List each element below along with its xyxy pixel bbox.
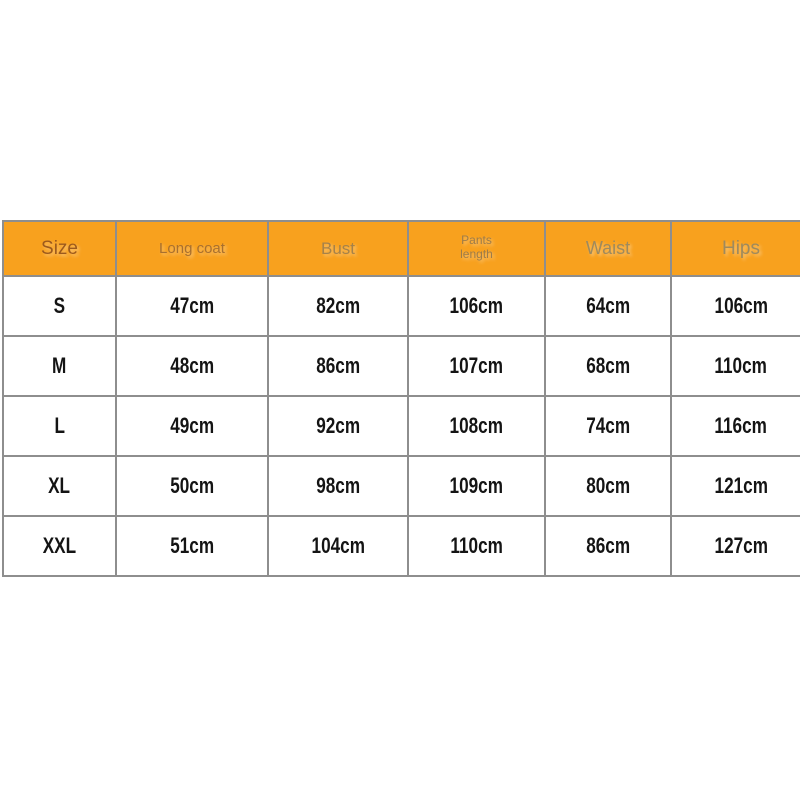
cell-bust: 86cm	[267, 335, 409, 397]
column-header-waist: Waist	[544, 220, 672, 277]
cell-value: 80cm	[586, 473, 630, 498]
cell-value: XL	[48, 473, 71, 498]
cell-value: M	[52, 353, 67, 378]
cell-hips: 127cm	[670, 515, 800, 577]
column-header-label: Size	[41, 237, 78, 259]
cell-hips: 121cm	[670, 455, 800, 517]
cell-value: 47cm	[170, 293, 214, 318]
cell-pants-length: 108cm	[407, 395, 546, 457]
column-header-size: Size	[2, 220, 117, 277]
cell-value: 48cm	[170, 353, 214, 378]
column-header-pants-length: Pants length	[407, 220, 546, 277]
table-row: XXL 51cm 104cm 110cm 86cm 127cm	[2, 515, 800, 577]
cell-value: 49cm	[170, 413, 214, 438]
column-header-label: Hips	[721, 237, 760, 259]
cell-value: 110cm	[714, 353, 768, 378]
cell-value: 68cm	[586, 353, 630, 378]
cell-pants-length: 110cm	[407, 515, 546, 577]
cell-pants-length: 109cm	[407, 455, 546, 517]
column-header-label: Long coat	[159, 239, 225, 257]
cell-value: 110cm	[450, 533, 503, 558]
table-row: L 49cm 92cm 108cm 74cm 116cm	[2, 395, 800, 457]
size-chart: Size Long coat Bust Pants length Waist Hips S…	[2, 220, 800, 577]
cell-pants-length: 107cm	[407, 335, 546, 397]
cell-value: 51cm	[170, 533, 214, 558]
column-header-hips: Hips	[670, 220, 800, 277]
cell-size: S	[2, 275, 117, 337]
cell-hips: 106cm	[670, 275, 800, 337]
cell-waist: 68cm	[544, 335, 672, 397]
cell-waist: 64cm	[544, 275, 672, 337]
cell-value: 64cm	[586, 293, 630, 318]
cell-value: XXL	[42, 533, 77, 558]
column-header-long-coat: Long coat	[115, 220, 269, 277]
cell-value: 92cm	[316, 413, 360, 438]
cell-bust: 104cm	[267, 515, 409, 577]
header-row: Size Long coat Bust Pants length Waist Hips	[2, 220, 800, 277]
cell-value: 106cm	[449, 293, 504, 318]
size-chart-table: Size Long coat Bust Pants length Waist Hips S…	[2, 220, 800, 577]
cell-hips: 116cm	[670, 395, 800, 457]
cell-hips: 110cm	[670, 335, 800, 397]
cell-value: 74cm	[586, 413, 630, 438]
cell-size: M	[2, 335, 117, 397]
cell-value: 86cm	[316, 353, 360, 378]
column-header-bust: Bust	[267, 220, 409, 277]
cell-value: L	[54, 413, 65, 438]
table-row: XL 50cm 98cm 109cm 80cm 121cm	[2, 455, 800, 517]
table-row: S 47cm 82cm 106cm 64cm 106cm	[2, 275, 800, 337]
column-header-label: Pants length	[460, 233, 493, 261]
cell-value: 50cm	[170, 473, 214, 498]
cell-bust: 82cm	[267, 275, 409, 337]
cell-value: 121cm	[714, 473, 768, 498]
cell-long-coat: 47cm	[115, 275, 269, 337]
size-chart-header: Size Long coat Bust Pants length Waist Hips	[2, 220, 800, 277]
cell-long-coat: 50cm	[115, 455, 269, 517]
cell-value: 109cm	[449, 473, 504, 498]
size-chart-body: S 47cm 82cm 106cm 64cm 106cm M 48cm 86cm 107cm 68c…	[2, 275, 800, 577]
table-row: M 48cm 86cm 107cm 68cm 110cm	[2, 335, 800, 397]
cell-bust: 92cm	[267, 395, 409, 457]
cell-value: 108cm	[449, 413, 504, 438]
cell-waist: 80cm	[544, 455, 672, 517]
cell-waist: 74cm	[544, 395, 672, 457]
column-header-label: Bust	[320, 238, 356, 258]
cell-value: 104cm	[311, 533, 365, 558]
cell-value: 106cm	[714, 293, 768, 318]
cell-pants-length: 106cm	[407, 275, 546, 337]
cell-long-coat: 49cm	[115, 395, 269, 457]
cell-value: 82cm	[316, 293, 360, 318]
cell-long-coat: 48cm	[115, 335, 269, 397]
cell-value: S	[53, 293, 66, 318]
cell-value: 127cm	[714, 533, 768, 558]
cell-size: XL	[2, 455, 117, 517]
cell-bust: 98cm	[267, 455, 409, 517]
cell-size: L	[2, 395, 117, 457]
cell-value: 107cm	[449, 353, 504, 378]
cell-value: 86cm	[586, 533, 630, 558]
cell-value: 98cm	[316, 473, 360, 498]
cell-long-coat: 51cm	[115, 515, 269, 577]
cell-size: XXL	[2, 515, 117, 577]
cell-value: 116cm	[714, 413, 768, 438]
cell-waist: 86cm	[544, 515, 672, 577]
column-header-label: Waist	[585, 238, 631, 258]
